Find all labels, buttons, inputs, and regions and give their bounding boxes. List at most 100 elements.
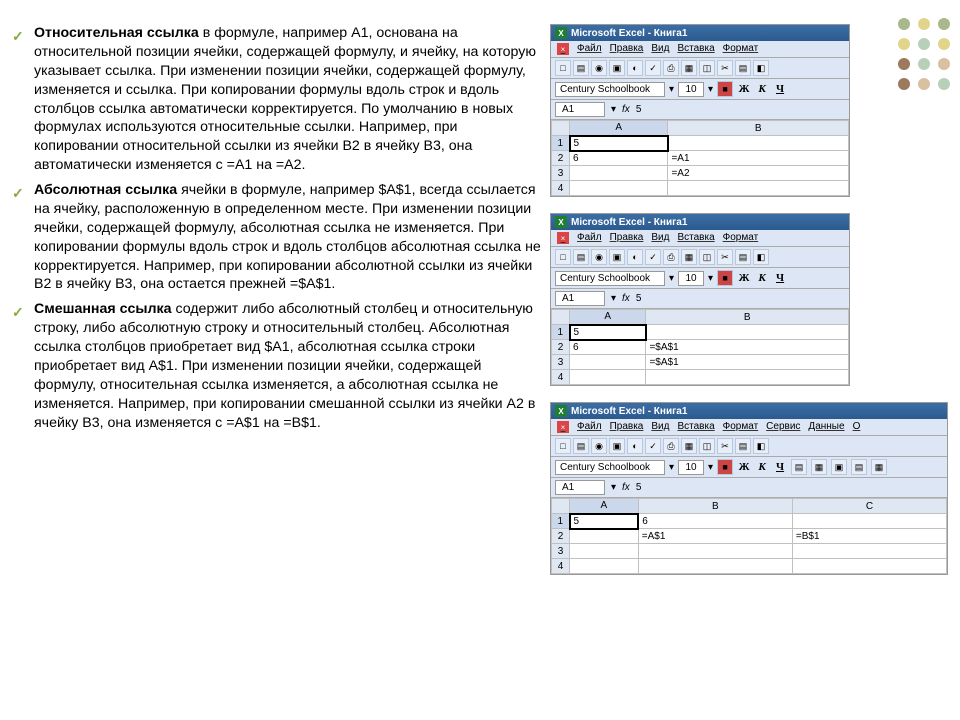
col-header[interactable]: C [792,499,946,514]
row-header[interactable]: 2 [552,340,570,355]
row-header[interactable]: 2 [552,151,570,166]
size-selector[interactable]: 10 [678,82,704,97]
toolbar-button[interactable]: ◉ [591,438,607,454]
cell[interactable] [646,325,849,340]
cell[interactable] [570,370,646,385]
toolbar-button[interactable]: ✓ [645,60,661,76]
cell[interactable] [570,559,639,574]
menu-item[interactable]: Правка [610,43,644,55]
toolbar-button[interactable]: □ [555,438,571,454]
bold-button[interactable]: Ж [737,272,751,284]
toolbar-button[interactable]: ▣ [831,459,847,475]
toolbar-button[interactable]: □ [555,60,571,76]
cell[interactable] [570,529,639,544]
cell[interactable] [792,544,946,559]
col-header[interactable]: B [668,121,849,136]
cell-reference[interactable]: A1 [555,102,605,117]
cell[interactable]: =A$1 [638,529,792,544]
toolbar-button[interactable]: ▣ [609,438,625,454]
menubar[interactable]: × Файл Правка Вид Вставка Формат [551,230,849,247]
toolbar-button[interactable]: ◉ [591,60,607,76]
cell[interactable] [570,166,668,181]
toolbar-button[interactable]: ◫ [699,249,715,265]
spreadsheet-grid[interactable]: AB1526=A13=A24 [551,120,849,196]
toolbar-button[interactable]: ✂ [717,249,733,265]
menu-item[interactable]: Файл [577,232,602,244]
menu-item[interactable]: Вставка [677,232,714,244]
cell[interactable] [668,136,849,151]
row-header[interactable]: 4 [552,181,570,196]
cell[interactable] [570,181,668,196]
bold-button[interactable]: Ж [737,83,751,95]
menu-item[interactable]: Вид [651,421,669,433]
cell[interactable]: 5 [570,136,668,151]
italic-button[interactable]: К [755,83,769,95]
menu-item[interactable]: Формат [723,232,759,244]
cell[interactable] [570,355,646,370]
cell[interactable] [638,544,792,559]
toolbar-button[interactable]: ▤ [791,459,807,475]
font-selector[interactable]: Century Schoolbook [555,460,665,475]
size-selector[interactable]: 10 [678,271,704,286]
toolbar-button[interactable]: ▦ [681,249,697,265]
row-header[interactable]: 4 [552,370,570,385]
row-header[interactable]: 3 [552,166,570,181]
italic-button[interactable]: К [755,461,769,473]
menubar[interactable]: ×ФайлПравкаВидВставкаФорматСервисДанныеО [551,419,947,436]
menubar[interactable]: ×ФайлПравкаВидВставкаФормат [551,41,849,58]
toolbar-button[interactable]: ✓ [645,438,661,454]
color-button[interactable]: ■ [717,459,733,475]
menu-item[interactable]: Вставка [677,421,714,433]
toolbar-button[interactable]: ▦ [871,459,887,475]
toolbar-button[interactable]: ▦ [681,438,697,454]
toolbar-button[interactable]: ◫ [699,60,715,76]
menu-item[interactable]: Вид [651,232,669,244]
underline-button[interactable]: Ч [773,461,787,473]
underline-button[interactable]: Ч [773,83,787,95]
menu-item[interactable]: Правка [610,232,644,244]
cell[interactable]: =A2 [668,166,849,181]
toolbar-button[interactable]: ⎙ [663,249,679,265]
cell[interactable]: =A1 [668,151,849,166]
toolbar-button[interactable]: □ [555,249,571,265]
cell[interactable]: 5 [570,514,639,529]
toolbar-button[interactable]: ◐ [627,60,643,76]
toolbar-button[interactable]: ▤ [735,249,751,265]
cell[interactable] [668,181,849,196]
row-header[interactable]: 1 [552,514,570,529]
toolbar-button[interactable]: ◧ [753,249,769,265]
toolbar-button[interactable]: ▦ [811,459,827,475]
toolbar-button[interactable]: ◧ [753,60,769,76]
menu-item[interactable]: Вид [651,43,669,55]
row-header[interactable]: 4 [552,559,570,574]
cell-reference[interactable]: A1 [555,480,605,495]
toolbar-button[interactable]: ▦ [681,60,697,76]
toolbar-button[interactable]: ◐ [627,249,643,265]
cell[interactable] [638,559,792,574]
cell[interactable]: 6 [570,340,646,355]
toolbar-button[interactable]: ▤ [573,438,589,454]
spreadsheet-grid[interactable]: ABC1562=A$1=B$134 [551,498,947,574]
toolbar-button[interactable]: ◐ [627,438,643,454]
toolbar-button[interactable]: ▣ [609,60,625,76]
cell-reference[interactable]: A1 [555,291,605,306]
row-header[interactable]: 2 [552,529,570,544]
toolbar-button[interactable]: ⎙ [663,60,679,76]
menu-item[interactable]: Формат [723,421,759,433]
font-selector[interactable]: Century Schoolbook [555,82,665,97]
toolbar-button[interactable]: ✓ [645,249,661,265]
row-header[interactable]: 3 [552,544,570,559]
cell[interactable] [792,514,946,529]
col-header[interactable] [552,121,570,136]
size-selector[interactable]: 10 [678,460,704,475]
color-button[interactable]: ■ [717,270,733,286]
toolbar-button[interactable]: ◧ [753,438,769,454]
underline-button[interactable]: Ч [773,272,787,284]
close-icon[interactable]: × [557,232,569,244]
font-selector[interactable]: Century Schoolbook [555,271,665,286]
col-header[interactable] [552,499,570,514]
italic-button[interactable]: К [755,272,769,284]
toolbar-button[interactable]: ◫ [699,438,715,454]
row-header[interactable]: 1 [552,325,570,340]
formula-value[interactable]: 5 [636,293,642,304]
